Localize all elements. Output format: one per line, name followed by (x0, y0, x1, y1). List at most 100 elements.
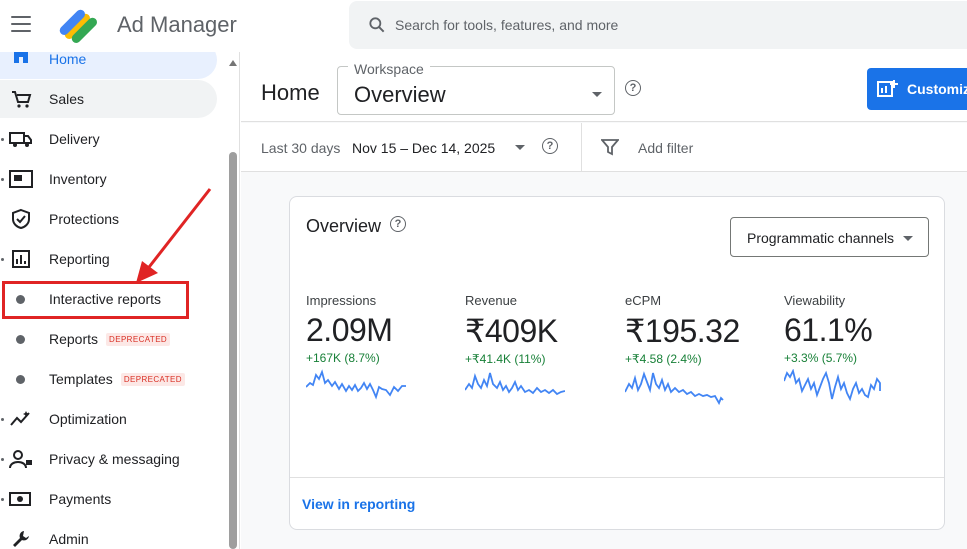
filter-bar: Last 30 days Nov 15 – Dec 14, 2025 ? Add… (241, 123, 967, 172)
expand-caret-icon (1, 458, 4, 461)
workspace-label: Workspace (348, 61, 430, 77)
sidebar-item-label: Payments (49, 491, 112, 507)
metric-revenue[interactable]: Revenue ₹409K +₹41.4K (11%) (465, 293, 615, 410)
sidebar-item-privacy-messaging[interactable]: Privacy & messaging (0, 440, 217, 478)
cart-icon (9, 87, 33, 111)
expand-caret-icon (1, 178, 4, 181)
metric-value: ₹409K (465, 313, 558, 349)
menu-icon[interactable] (11, 16, 31, 34)
sparkline (306, 369, 406, 400)
sidebar-item-optimization[interactable]: Optimization (0, 400, 217, 438)
sidebar-item-label-wrap: Templates DEPRECATED (49, 371, 185, 387)
expand-caret-icon (1, 138, 4, 141)
deprecated-badge: DEPRECATED (120, 372, 185, 386)
sidebar-item-label: Templates (49, 371, 113, 387)
sidebar-item-protections[interactable]: Protections (0, 200, 217, 238)
sidebar-item-label: Admin (49, 531, 89, 547)
deprecated-badge: DEPRECATED (106, 332, 171, 346)
privacy-icon (9, 447, 33, 471)
bar-chart-icon (9, 247, 33, 271)
sidebar-item-label: Inventory (49, 171, 107, 187)
sidebar-item-templates[interactable]: Templates DEPRECATED (0, 360, 217, 398)
metric-delta: +167K (8.7%) (306, 351, 380, 365)
chevron-down-icon (903, 236, 913, 241)
sidebar-item-label: Sales (49, 91, 85, 107)
sidebar: Home Sales Delivery Inventory Protection… (0, 52, 240, 549)
page-header: Home Workspace Overview ? Customiz (241, 52, 967, 122)
sidebar-item-label: Reports (49, 331, 99, 347)
scrollbar-thumb[interactable] (229, 152, 237, 549)
sidebar-item-admin[interactable]: Admin (0, 520, 217, 549)
dot-icon (16, 295, 25, 304)
sidebar-item-sales[interactable]: Sales (0, 80, 217, 118)
metric-value: 61.1% (784, 312, 873, 348)
sidebar-item-reports[interactable]: Reports DEPRECATED (0, 320, 217, 358)
sidebar-item-interactive-reports[interactable]: Interactive reports (0, 280, 217, 318)
metric-viewability[interactable]: Viewability 61.1% +3.3% (5.7%) (784, 293, 934, 409)
search-input[interactable]: Search for tools, features, and more (395, 17, 619, 33)
date-preset-label[interactable]: Last 30 days (261, 140, 341, 156)
card-title: Overview (306, 216, 382, 236)
ad-manager-logo (59, 9, 97, 43)
search-bar[interactable]: Search for tools, features, and more (349, 1, 967, 49)
sidebar-item-label: Home (49, 52, 87, 67)
expand-caret-icon (1, 498, 4, 501)
wrench-icon (9, 527, 33, 549)
app-title: Ad Manager (117, 12, 237, 37)
home-icon (9, 52, 33, 68)
metric-label: Revenue (465, 293, 518, 308)
dot-icon (16, 335, 25, 344)
sidebar-item-label: Protections (49, 211, 120, 227)
sparkline (465, 372, 565, 396)
scroll-up-arrow-icon[interactable] (229, 60, 237, 66)
workspace-value: Overview (354, 82, 446, 107)
filter-icon[interactable] (601, 138, 619, 156)
help-icon[interactable]: ? (390, 216, 406, 232)
metric-label: Impressions (306, 293, 377, 308)
workspace-select[interactable]: Workspace Overview (337, 61, 615, 115)
divider (581, 123, 582, 172)
optimization-icon (9, 407, 33, 431)
metric-delta: +₹4.58 (2.4%) (625, 352, 702, 366)
sidebar-item-reporting[interactable]: Reporting (0, 240, 217, 278)
sidebar-item-home[interactable]: Home (0, 52, 217, 79)
add-filter-button[interactable]: Add filter (638, 140, 694, 156)
search-icon (369, 17, 385, 33)
chevron-down-icon (592, 92, 602, 97)
help-icon[interactable]: ? (625, 80, 641, 96)
inventory-icon (9, 167, 33, 191)
customize-label: Customiz (907, 81, 967, 97)
metric-delta: +3.3% (5.7%) (784, 351, 858, 365)
truck-icon (9, 127, 33, 151)
sidebar-item-inventory[interactable]: Inventory (0, 160, 217, 198)
metric-value: ₹195.32 (625, 313, 740, 349)
channel-select[interactable]: Programmatic channels (730, 217, 929, 257)
metric-impressions[interactable]: Impressions 2.09M +167K (8.7%) (306, 293, 456, 409)
metric-ecpm[interactable]: eCPM ₹195.32 +₹4.58 (2.4%) (625, 293, 775, 410)
chevron-down-icon[interactable] (515, 145, 525, 150)
sidebar-item-label: Reporting (49, 251, 110, 267)
view-in-reporting-link[interactable]: View in reporting (302, 496, 416, 512)
sparkline (625, 371, 724, 406)
main-content: Home Workspace Overview ? Customiz Last … (241, 52, 967, 549)
customize-button[interactable]: Customiz (867, 68, 967, 110)
annotation-arrow-icon (136, 188, 212, 283)
metric-label: eCPM (625, 293, 662, 308)
page-title: Home (261, 80, 320, 105)
dot-icon (16, 375, 25, 384)
sidebar-item-delivery[interactable]: Delivery (0, 120, 217, 158)
metric-label: Viewability (784, 293, 846, 308)
channel-select-label: Programmatic channels (747, 230, 895, 246)
sidebar-item-payments[interactable]: Payments (0, 480, 217, 518)
overview-card: Overview ? Programmatic channels Impress… (289, 196, 945, 530)
metric-value: 2.09M (306, 312, 393, 348)
help-icon[interactable]: ? (542, 138, 558, 154)
top-bar: Ad Manager Search for tools, features, a… (0, 0, 967, 52)
metric-delta: +₹41.4K (11%) (465, 352, 546, 366)
sidebar-item-label: Privacy & messaging (49, 451, 180, 467)
annotation-highlight-box (2, 281, 189, 319)
sidebar-item-label: Delivery (49, 131, 100, 147)
sparkline (784, 369, 881, 402)
date-range-value[interactable]: Nov 15 – Dec 14, 2025 (352, 140, 496, 156)
sidebar-item-label: Optimization (49, 411, 127, 427)
